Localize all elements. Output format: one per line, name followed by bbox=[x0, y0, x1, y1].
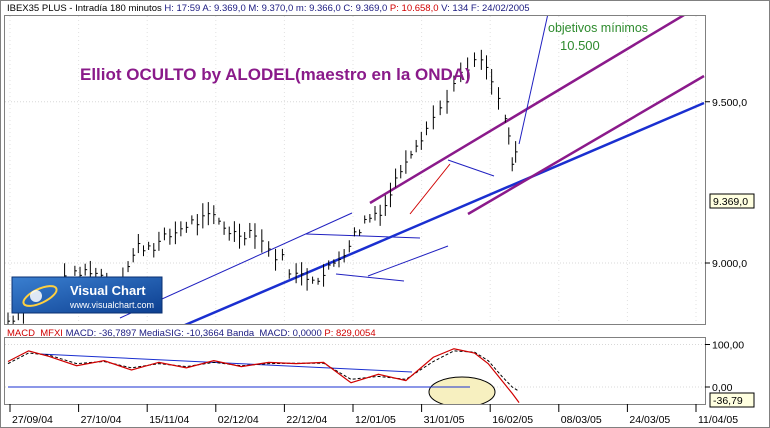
x-tick-label: 15/11/04 bbox=[149, 414, 189, 426]
current-price-marker: 9.369,0 bbox=[709, 193, 755, 209]
header-part: H: 17:59 bbox=[162, 3, 201, 14]
logo-globe-icon bbox=[30, 290, 42, 302]
macd-header-part: P: 829,0054 bbox=[322, 328, 376, 339]
macd-header-part: MACD: -36,7897 bbox=[63, 328, 136, 339]
logo-url: www.visualchart.com bbox=[69, 300, 154, 310]
header-part: V: 134 bbox=[439, 3, 469, 14]
flag-bottom-line bbox=[335, 273, 405, 282]
x-tick-label: 02/12/04 bbox=[218, 414, 259, 426]
x-tick-label: 27/09/04 bbox=[12, 414, 53, 426]
red-trend-line bbox=[409, 163, 451, 215]
main-trend-line bbox=[184, 101, 705, 324]
logo-name: Visual Chart bbox=[70, 283, 146, 298]
main-plot-area bbox=[4, 15, 706, 325]
header-part: A: 9.369,0 bbox=[200, 3, 245, 14]
target-value: 10.500 bbox=[560, 38, 600, 53]
macd-current-value: -36,79 bbox=[713, 395, 743, 407]
macd-current-marker: -36,79 bbox=[709, 392, 755, 408]
header-part: C: 9.369,0 bbox=[341, 3, 387, 14]
logo-swoosh-icon bbox=[22, 285, 58, 307]
x-tick-label: 31/01/05 bbox=[424, 414, 465, 426]
channel-lower-line bbox=[467, 74, 705, 216]
macd-y-axis: 100,00 0,00 bbox=[705, 340, 744, 394]
y-tick-label: 9.500,0 bbox=[712, 97, 747, 109]
macd-header: MACD_MFXI MACD: -36,7897 MediaSIG: -10,3… bbox=[7, 328, 376, 339]
target-label: objetivos mínimos bbox=[548, 21, 648, 35]
price-header: IBEX35 PLUS - Intradía 180 minutos H: 17… bbox=[7, 3, 530, 14]
x-tick-label: 11/04/05 bbox=[698, 414, 738, 426]
x-tick-label: 12/01/05 bbox=[355, 414, 396, 426]
macd-header-part: MACD_MFXI bbox=[7, 328, 63, 339]
x-tick-label: 27/10/04 bbox=[81, 414, 122, 426]
current-price-value: 9.369,0 bbox=[713, 196, 748, 208]
macd-y-tick-label: 0,00 bbox=[712, 382, 733, 394]
visual-chart-logo: Visual Chart www.visualchart.com bbox=[11, 276, 163, 314]
macd-plot-area bbox=[4, 337, 706, 405]
x-tick-label: 16/02/05 bbox=[492, 414, 533, 426]
top-triangle-line bbox=[447, 159, 495, 177]
main-grid bbox=[5, 16, 705, 324]
wedge-line bbox=[367, 245, 449, 277]
flag-top-line bbox=[305, 233, 421, 239]
macd-header-part: Banda_MACD: 0,0000 bbox=[224, 328, 322, 339]
header-part: IBEX35 PLUS - Intradía 180 minutos bbox=[7, 3, 162, 14]
x-tick-label: 24/03/05 bbox=[629, 414, 670, 426]
x-tick-label: 22/12/04 bbox=[286, 414, 327, 426]
macd-y-tick-label: 100,00 bbox=[712, 340, 744, 352]
macd-header-part: MediaSIG: -10,3664 bbox=[136, 328, 224, 339]
header-part: m: 9.366,0 bbox=[293, 3, 341, 14]
main-y-axis: 10.500,010.000,09.500,09.000,0 bbox=[705, 97, 747, 270]
highlight-ellipse bbox=[428, 376, 496, 404]
x-axis: 27/09/04 27/10/04 15/11/04 02/12/04 22/12/04… bbox=[9, 404, 738, 426]
macd-line bbox=[7, 348, 520, 403]
x-tick-label: 08/03/05 bbox=[561, 414, 602, 426]
y-tick-label: 9.000,0 bbox=[712, 258, 747, 270]
header-part: M: 9.370,0 bbox=[246, 3, 294, 14]
header-part: P: 10.658,0 bbox=[387, 3, 438, 14]
chart-annotation-title: Elliot OCULTO by ALODEL(maestro en la ON… bbox=[80, 65, 471, 84]
header-part: F: 24/02/2005 bbox=[468, 3, 529, 14]
